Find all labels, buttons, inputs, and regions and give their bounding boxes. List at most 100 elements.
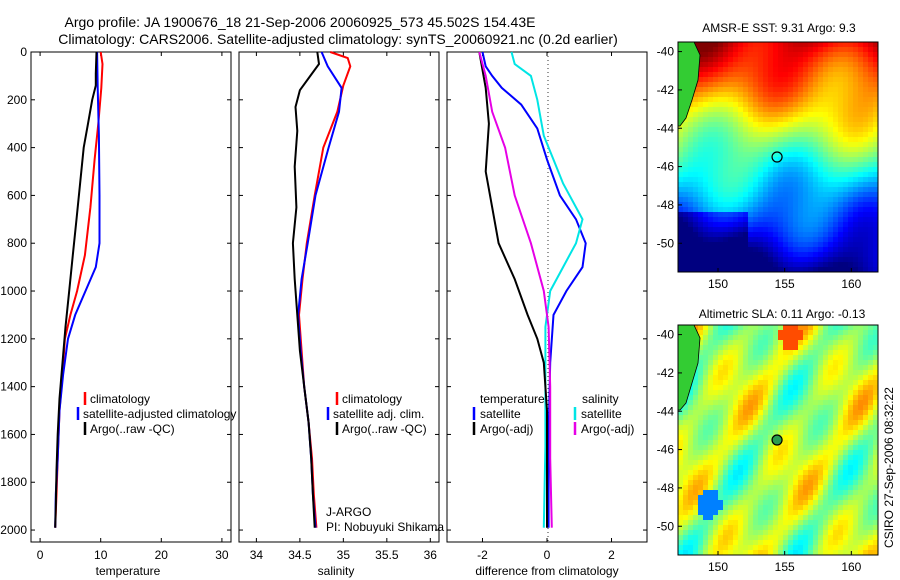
map-cell xyxy=(708,355,714,361)
series-line-argo xyxy=(54,51,98,528)
map-cell xyxy=(688,182,694,188)
map-cell xyxy=(728,475,734,481)
y-tick-label: 600 xyxy=(7,188,27,202)
map-cell xyxy=(828,415,834,421)
map-cell xyxy=(688,435,694,441)
map-cell xyxy=(838,87,844,93)
map-cell xyxy=(713,460,719,466)
map-cell xyxy=(843,515,849,521)
map-cell xyxy=(873,152,879,158)
map-cell xyxy=(738,72,744,78)
map-cell xyxy=(788,152,794,158)
map-cell xyxy=(833,475,839,481)
map-cell xyxy=(868,495,874,501)
map-cell xyxy=(768,515,774,521)
map-cell xyxy=(853,425,859,431)
map-cell xyxy=(813,325,819,331)
map-cell xyxy=(843,207,849,213)
map-cell xyxy=(823,122,829,128)
map-cell xyxy=(818,345,824,351)
map-cell xyxy=(798,425,804,431)
map-cell xyxy=(838,420,844,426)
map-cell xyxy=(843,92,849,98)
map-cell xyxy=(783,470,789,476)
map-cell xyxy=(838,350,844,356)
map-cell xyxy=(873,117,879,123)
map-cell xyxy=(733,475,739,481)
map-cell xyxy=(773,335,779,341)
map-cell xyxy=(753,157,759,163)
map-cell xyxy=(778,420,784,426)
map-cell xyxy=(823,227,829,233)
map-cell xyxy=(743,242,749,248)
map-cell xyxy=(818,460,824,466)
map-cell xyxy=(828,87,834,93)
map-cell xyxy=(828,430,834,436)
map-cell xyxy=(688,222,694,228)
map-cell xyxy=(793,217,799,223)
map-cell xyxy=(818,102,824,108)
map-cell xyxy=(863,187,869,193)
map-cell xyxy=(678,197,684,203)
map-y-tick-label: -44 xyxy=(657,404,675,418)
map-cell xyxy=(713,212,719,218)
map-cell xyxy=(868,510,874,516)
map-cell xyxy=(788,162,794,168)
map-cell xyxy=(743,490,749,496)
map-cell xyxy=(738,445,744,451)
map-cell xyxy=(798,380,804,386)
map-cell xyxy=(733,262,739,268)
map-cell xyxy=(798,192,804,198)
map-cell xyxy=(863,142,869,148)
map-cell xyxy=(798,52,804,58)
map-cell xyxy=(718,202,724,208)
map-cell xyxy=(813,455,819,461)
map-cell xyxy=(838,97,844,103)
map-cell xyxy=(733,415,739,421)
map-cell xyxy=(863,375,869,381)
map-cell xyxy=(718,237,724,243)
map-cell xyxy=(848,335,854,341)
map-cell xyxy=(718,420,724,426)
map-cell xyxy=(743,97,749,103)
map-cell xyxy=(848,122,854,128)
map-cell xyxy=(773,82,779,88)
map-cell xyxy=(848,485,854,491)
map-cell xyxy=(793,142,799,148)
map-cell xyxy=(863,67,869,73)
map-cell xyxy=(848,470,854,476)
map-cell xyxy=(788,500,794,506)
map-cell xyxy=(703,152,709,158)
map-cell xyxy=(868,330,874,336)
map-cell xyxy=(733,450,739,456)
map-cell xyxy=(828,182,834,188)
salinity-legend: climatology satellite adj. clim. Argo(..… xyxy=(326,392,427,436)
map-cell xyxy=(758,465,764,471)
series-line-sat_t xyxy=(481,51,587,528)
map-cell xyxy=(788,127,794,133)
map-cell xyxy=(813,192,819,198)
map-cell xyxy=(843,247,849,253)
map-cell xyxy=(713,182,719,188)
map-cell xyxy=(708,395,714,401)
map-cell xyxy=(733,172,739,178)
map-cell xyxy=(783,162,789,168)
map-cell xyxy=(858,480,864,486)
map-cell xyxy=(843,360,849,366)
map-cell xyxy=(678,505,684,511)
map-cell xyxy=(738,400,744,406)
map-cell xyxy=(713,122,719,128)
map-cell xyxy=(803,142,809,148)
map-cell xyxy=(868,420,874,426)
map-cell xyxy=(718,222,724,228)
map-cell xyxy=(753,480,759,486)
map-cell xyxy=(863,77,869,83)
map-cell xyxy=(738,535,744,541)
map-cell xyxy=(693,325,699,331)
map-cell xyxy=(868,485,874,491)
map-cell xyxy=(718,97,724,103)
sla-map-ticks: 150 155 160-40-42-44-46-48-50 xyxy=(657,328,862,574)
map-cell xyxy=(778,330,784,336)
map-cell xyxy=(713,167,719,173)
map-cell xyxy=(738,257,744,263)
